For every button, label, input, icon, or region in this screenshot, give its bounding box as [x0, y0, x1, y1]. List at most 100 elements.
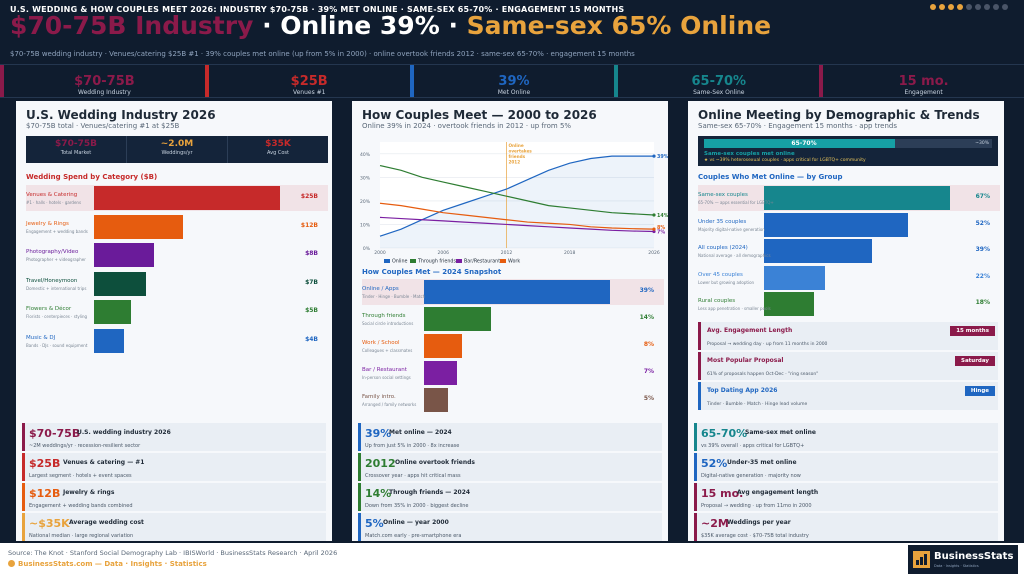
bar	[94, 271, 147, 296]
page-dot[interactable]	[975, 4, 981, 10]
bar-sublabel: Majority digital-native generation	[698, 226, 765, 232]
line-chart: 0% 10% 20% 30% 40% 2000 2006 2012 2018 2026 Online…	[360, 142, 668, 265]
page-dot[interactable]	[939, 4, 945, 10]
bar-label: Under 35 couples	[698, 218, 747, 225]
page-dot[interactable]	[984, 4, 990, 10]
page-dots	[930, 4, 1008, 10]
stat-item: $35K Avg Cost	[228, 136, 328, 163]
stat-item: ~2.0M Weddings/yr	[127, 136, 228, 163]
card-title: Jewelry & rings	[63, 489, 115, 496]
bar-row: Family intro. Arranged / family networks 5…	[362, 387, 664, 413]
card-value: 14%	[365, 487, 392, 500]
card-title: Online overtook friends	[395, 459, 476, 466]
stat-card: 2012 Online overtook friends Crossover yea…	[358, 453, 662, 481]
panel-subtitle: Same-sex 65-70% · Engagement 15 months ·…	[698, 122, 898, 130]
series-end-point	[652, 213, 656, 217]
brand-line[interactable]: BusinessStats.com — Data · Insights · St…	[8, 560, 207, 568]
bar-value: 8%	[643, 341, 654, 348]
legend-label: Bar/Restaurant	[464, 259, 500, 265]
info-title: Avg. Engagement Length	[707, 327, 793, 334]
legend-label: Through friends	[417, 259, 456, 265]
bar-row: Bar / Restaurant In-person social setting…	[362, 360, 664, 386]
bar-label: All couples (2024)	[698, 245, 748, 251]
logo-tagline: Data · Insights · Statistics	[934, 564, 979, 568]
stat-card: ~$35K Average wedding cost National median…	[22, 513, 326, 541]
bar-sublabel: Less app penetration · smaller pools	[698, 306, 771, 311]
legend-label: Online	[392, 259, 408, 265]
stat-value: ~2.0M	[160, 139, 194, 149]
stat-card: $25B Venues & catering — #1 Largest segmen…	[22, 453, 326, 481]
card-value: $25B	[29, 457, 61, 470]
page-dot[interactable]	[1002, 4, 1008, 10]
series-end-label: 14%	[657, 213, 668, 219]
bar-value: 18%	[975, 299, 990, 306]
card-title: Through friends — 2024	[389, 489, 471, 496]
bar-value: $25B	[300, 193, 318, 200]
annotation-text: overtakes	[508, 149, 532, 154]
legend-label: Work	[508, 259, 520, 265]
page-dot[interactable]	[957, 4, 963, 10]
page-dot[interactable]	[993, 4, 999, 10]
bar-label: Through friends	[362, 313, 406, 319]
same-sex-gauge: 65-70% ~30% Same-sex couples met online …	[698, 136, 998, 166]
card-value: 39%	[365, 427, 392, 440]
panel-title: How Couples Meet — 2000 to 2026	[362, 108, 597, 122]
x-tick-label: 2026	[648, 250, 660, 256]
section-title: How Couples Met — 2024 Snapshot	[362, 268, 502, 276]
y-tick-label: 20%	[360, 199, 371, 205]
businessstats-logo[interactable]: BusinessStats Data · Insights · Statisti…	[908, 545, 1018, 574]
card-description: Engagement + wedding bands combined	[29, 503, 133, 509]
bar-sublabel: Tinder · Hinge · Bumble · Match	[362, 294, 426, 299]
header-kicker: U.S. WEDDING & HOW COUPLES MEET 2026: IN…	[10, 5, 625, 14]
page-dot[interactable]	[930, 4, 936, 10]
bar-label: Online / Apps	[362, 286, 399, 292]
kpi-card: $70-75B Wedding Industry	[0, 65, 205, 97]
bar-label: Rural couples	[698, 298, 736, 304]
card-value: 2012	[365, 457, 396, 470]
stat-value: $70-75B	[55, 139, 97, 149]
bar-value: 39%	[975, 246, 990, 253]
card-title: Under-35 met online	[727, 459, 797, 466]
series-end-label: 8%	[657, 225, 665, 231]
card-title: Venues & catering — #1	[63, 459, 145, 466]
gauge-bar: 65-70% ~30%	[704, 139, 992, 148]
card-description: Match.com early · pre-smartphone era	[365, 533, 462, 539]
card-value: 52%	[701, 457, 728, 470]
gauge-note: ★ vs ~39% heterosexual couples · apps cr…	[704, 158, 866, 163]
bar-label: Same-sex couples	[698, 192, 748, 198]
bar	[764, 265, 826, 290]
bar	[94, 300, 132, 324]
info-description: 61% of proposals happen Oct-Dec · "ring …	[707, 372, 819, 377]
bar-row: Through friends Social circle introductio…	[362, 306, 664, 332]
page-dot[interactable]	[948, 4, 954, 10]
stat-value: $35K	[265, 139, 291, 149]
panel-wedding-industry: U.S. Wedding Industry 2026 $70-75B total…	[16, 101, 332, 541]
bar-value: $5B	[305, 307, 318, 314]
panel-title: U.S. Wedding Industry 2026	[26, 108, 216, 122]
stat-card: 39% Met online — 2024 Up from just 5% in 2…	[358, 423, 662, 451]
legend-swatch	[456, 259, 462, 263]
card-description: Up from just 5% in 2000 · 8x increase	[365, 443, 460, 449]
y-tick-label: 10%	[360, 222, 371, 228]
card-title: Avg engagement length	[737, 489, 819, 496]
bar-label: Venues & Catering	[26, 192, 78, 198]
bar-sublabel: Arranged / family networks	[362, 402, 417, 407]
y-tick-label: 30%	[360, 175, 371, 181]
info-pill: Saturday	[955, 356, 995, 366]
bar-chart-icon	[913, 551, 930, 568]
bar-row: Same-sex couples 65-70% — apps essential …	[698, 185, 1000, 211]
brand-dot-icon	[8, 560, 15, 567]
bar	[764, 239, 873, 263]
card-description: National median · large regional variati…	[29, 533, 134, 539]
annotation-text: 2012	[508, 160, 520, 165]
bar-sublabel: In-person social settings	[362, 375, 411, 380]
page-dot[interactable]	[966, 4, 972, 10]
headline-industry: $70-75B Industry	[10, 11, 254, 40]
bar-label: Work / School	[362, 340, 400, 346]
card-description: Digital-native generation · majority now	[701, 473, 801, 479]
bar	[764, 212, 909, 237]
bar-value: 39%	[639, 287, 654, 294]
card-value: ~2M	[701, 517, 729, 530]
legend-swatch	[384, 259, 390, 263]
y-tick-label: 40%	[360, 152, 371, 158]
